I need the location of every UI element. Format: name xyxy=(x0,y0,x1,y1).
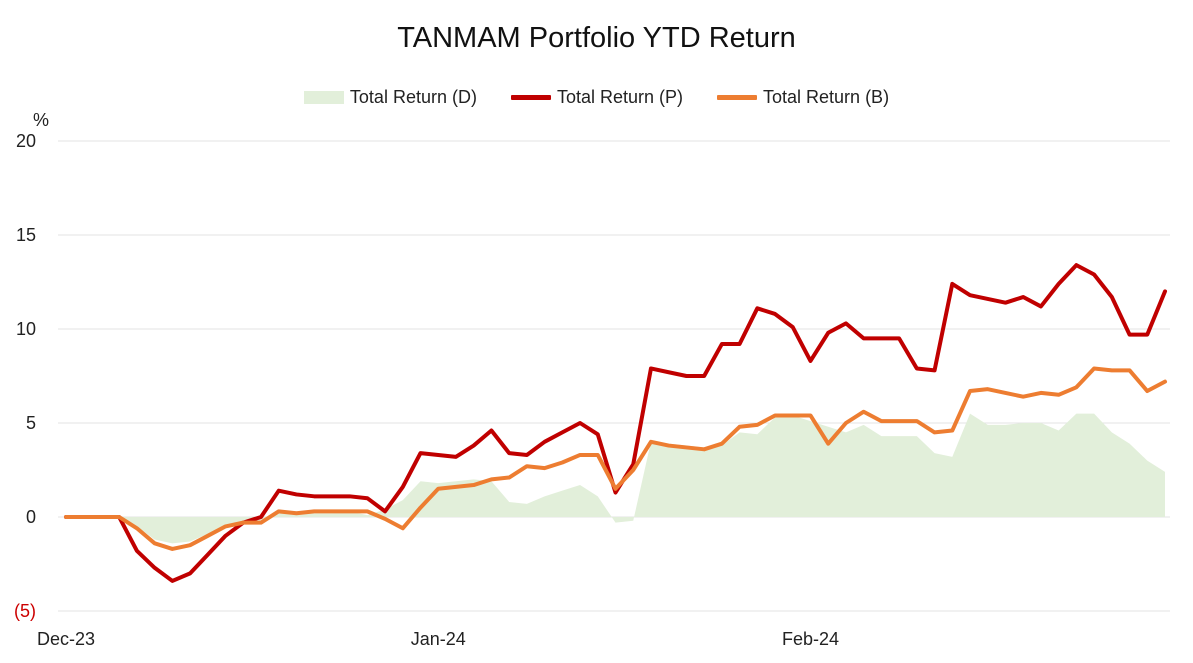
chart-title: TANMAM Portfolio YTD Return xyxy=(397,22,796,54)
y-tick-label: 15 xyxy=(16,225,36,245)
x-tick-label: Jan-24 xyxy=(411,629,466,649)
legend-item-d[interactable]: Total Return (D) xyxy=(303,87,477,108)
series-area-d xyxy=(66,413,1165,544)
x-tick-label: Dec-23 xyxy=(37,629,95,649)
x-tick-label: Feb-24 xyxy=(782,629,839,649)
line-layer xyxy=(64,263,1167,583)
y-tick-label: 10 xyxy=(16,319,36,339)
legend-swatch-d xyxy=(303,91,344,104)
series-line-b xyxy=(64,366,1167,551)
y-tick-label: 20 xyxy=(16,131,36,151)
legend-label-d: Total Return (D) xyxy=(349,87,477,107)
y-tick-label: 0 xyxy=(26,507,36,527)
legend-label-p: Total Return (P) xyxy=(556,87,684,107)
y-tick-label: (5) xyxy=(14,601,36,621)
legend-swatch-b xyxy=(717,95,758,100)
legend-swatch-p xyxy=(510,95,551,100)
legend-item-p[interactable]: Total Return (P) xyxy=(510,87,684,108)
chart-legend: Total Return (D) Total Return (P) Total … xyxy=(0,87,1193,108)
y-tick-label: 5 xyxy=(26,413,36,433)
legend-label-b: Total Return (B) xyxy=(763,87,890,107)
area-layer xyxy=(66,413,1165,544)
axis-layer: % 20 15 10 5 0 (5)Dec-23 Jan-24 Feb-24 xyxy=(14,110,839,649)
legend-item-b[interactable]: Total Return (B) xyxy=(717,87,889,108)
y-axis-unit-label: % xyxy=(33,110,49,130)
grid-layer xyxy=(58,140,1170,612)
